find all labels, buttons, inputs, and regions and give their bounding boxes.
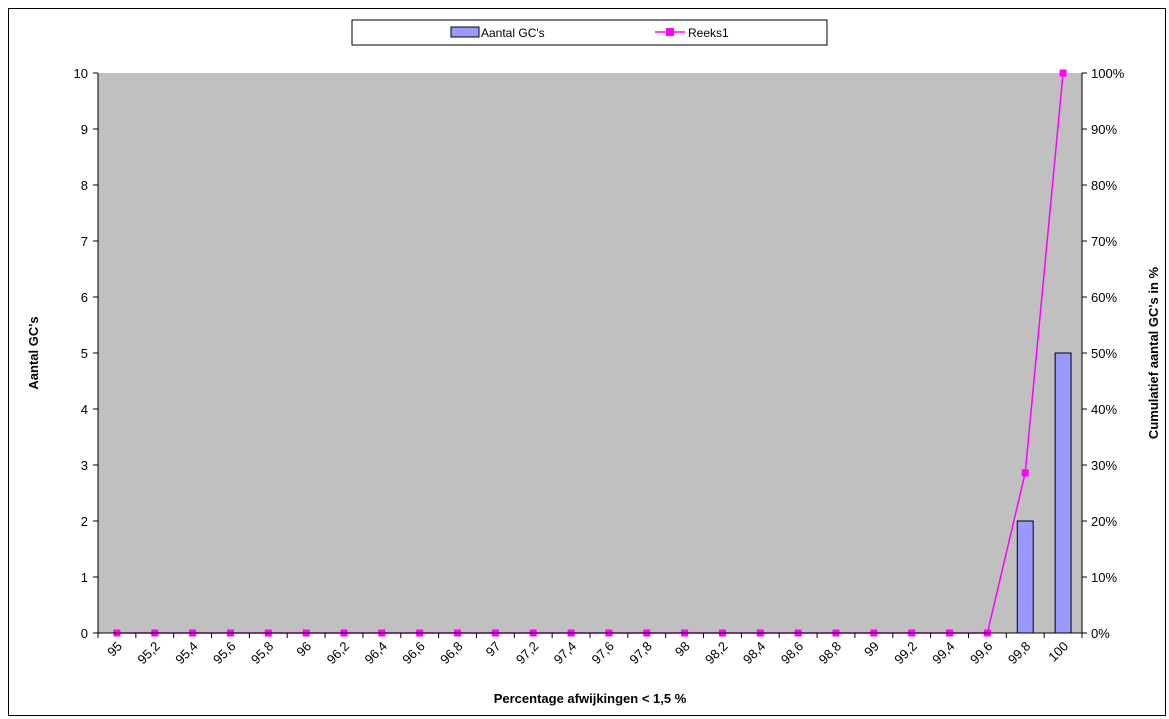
x-tick-label-99,8: 99,8 [1005, 639, 1034, 668]
y-tick-label-7: 7 [81, 234, 88, 249]
y2-tick-label-70%: 70% [1091, 234, 1117, 249]
y2-tick-label-10%: 10% [1091, 570, 1117, 585]
y2-tick-label-80%: 80% [1091, 178, 1117, 193]
legend-label-bars: Aantal GC's [481, 26, 545, 40]
y-tick-label-5: 5 [81, 346, 88, 361]
x-axis-title: Percentage afwijkingen < 1,5 % [494, 691, 687, 706]
legend-bar-swatch [450, 26, 480, 38]
x-tick-label-96: 96 [293, 639, 314, 660]
x-tick-label-98,4: 98,4 [740, 639, 769, 668]
legend-label-line: Reeks1 [688, 26, 729, 40]
bar-100 [1054, 352, 1072, 634]
x-tick-label-96,8: 96,8 [437, 639, 466, 668]
x-tick-label-98: 98 [672, 639, 693, 660]
y-tick-label-8: 8 [81, 178, 88, 193]
x-tick-label-98,8: 98,8 [816, 639, 845, 668]
y2-tick-label-30%: 30% [1091, 458, 1117, 473]
x-tick-label-97,4: 97,4 [551, 639, 580, 668]
y2-tick-label-90%: 90% [1091, 122, 1117, 137]
y-tick-label-9: 9 [81, 122, 88, 137]
y-tick-label-1: 1 [81, 570, 88, 585]
x-tick-label-99,6: 99,6 [967, 639, 996, 668]
y2-tick-label-40%: 40% [1091, 402, 1117, 417]
x-tick-label-97,2: 97,2 [513, 639, 542, 668]
x-tick-label-100: 100 [1045, 639, 1071, 665]
x-tick-label-97: 97 [483, 639, 504, 660]
line-point-99,8 [1021, 469, 1029, 477]
y-tick-label-3: 3 [81, 458, 88, 473]
legend: Aantal GC's Reeks1 [351, 19, 828, 46]
x-tick-label-95,4: 95,4 [172, 639, 201, 668]
line-point-100 [1059, 69, 1067, 77]
legend-box [351, 19, 828, 46]
y-tick-label-2: 2 [81, 514, 88, 529]
y-tick-label-0: 0 [81, 626, 88, 641]
y-tick-label-6: 6 [81, 290, 88, 305]
x-tick-label-99: 99 [861, 639, 882, 660]
x-tick-label-98,6: 98,6 [778, 639, 807, 668]
x-tick-label-95,6: 95,6 [210, 639, 239, 668]
y2-axis-title: Cumulatief aantal GC's in % [1146, 266, 1161, 439]
x-tick-label-99,4: 99,4 [929, 639, 958, 668]
plot-area [98, 73, 1082, 633]
y2-tick-label-0%: 0% [1091, 626, 1110, 641]
x-tick-label-97,8: 97,8 [626, 639, 655, 668]
legend-line-marker [666, 28, 674, 36]
x-tick-label-95: 95 [104, 639, 125, 660]
x-tick-label-95,2: 95,2 [134, 639, 163, 668]
x-tick-label-98,2: 98,2 [702, 639, 731, 668]
x-tick-label-96,2: 96,2 [324, 639, 353, 668]
y-axis-title: Aantal GC's [26, 316, 41, 389]
bar-99,8 [1016, 520, 1034, 634]
x-tick-label-95,8: 95,8 [248, 639, 277, 668]
x-tick-label-97,6: 97,6 [589, 639, 618, 668]
y2-tick-label-20%: 20% [1091, 514, 1117, 529]
x-tick-label-99,2: 99,2 [891, 639, 920, 668]
y2-tick-label-50%: 50% [1091, 346, 1117, 361]
y-tick-label-10: 10 [74, 66, 88, 81]
x-tick-label-96,6: 96,6 [399, 639, 428, 668]
y2-tick-label-60%: 60% [1091, 290, 1117, 305]
y2-tick-label-100%: 100% [1091, 66, 1125, 81]
y-tick-label-4: 4 [81, 402, 88, 417]
x-tick-label-96,4: 96,4 [361, 639, 390, 668]
